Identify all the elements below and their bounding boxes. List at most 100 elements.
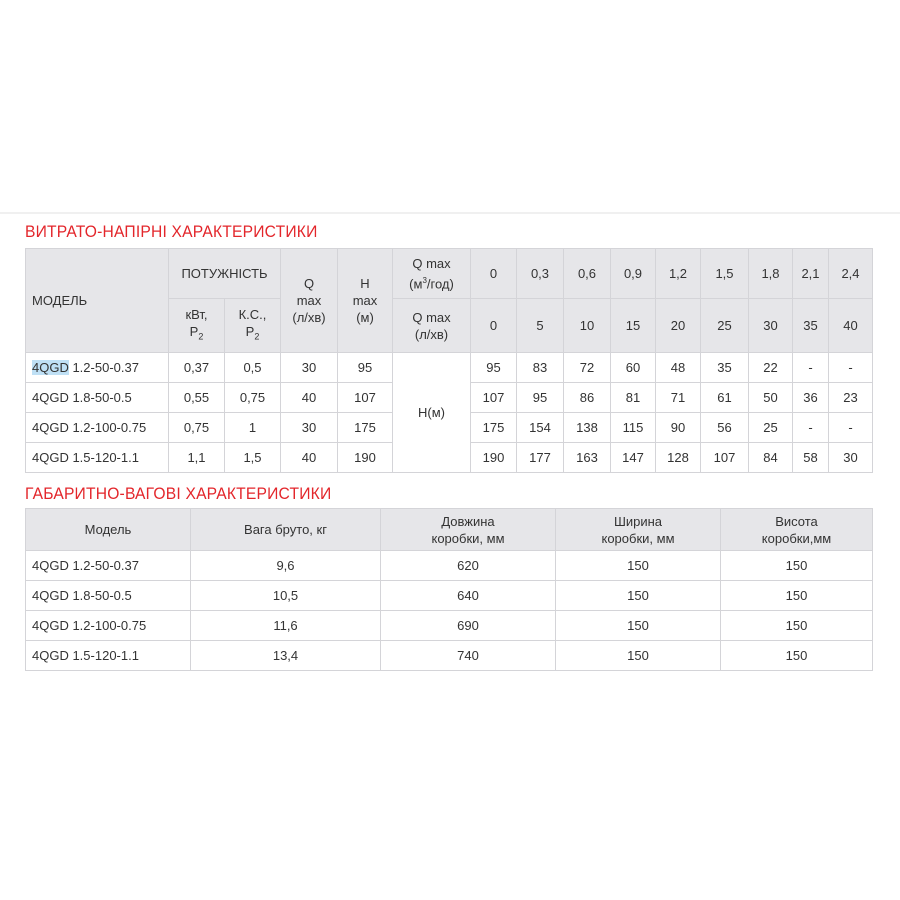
- divider: [0, 212, 900, 214]
- head-value: 83: [516, 352, 564, 383]
- table-row: 4QGD 1.2-100-0.75 11,6 690 150 150: [25, 610, 873, 641]
- head-value: 107: [700, 442, 749, 473]
- header-width: Ширина коробки, мм: [555, 508, 721, 551]
- table-row: 4QGD 1.2-50-0.37 0,37 0,5 30 95 H(м) 95 83 72 60 4…: [25, 352, 873, 473]
- model-rest: 1.8-50-0.5: [68, 390, 132, 405]
- q-l-value: 25: [700, 298, 749, 353]
- header-q-m3: Q max (м3/год): [392, 248, 471, 299]
- head-value: 30: [828, 442, 873, 473]
- model-cell: 4QGD 1.2-100-0.75: [25, 610, 191, 641]
- q-m3-value: 0,6: [563, 248, 611, 299]
- q-l-value: 5: [516, 298, 564, 353]
- kw-cell: 0,37: [168, 352, 225, 383]
- qmax-cell: 40: [280, 442, 338, 473]
- hp-cell: 0,5: [224, 352, 281, 383]
- table-row: 4QGD 1.5-120-1.1 13,4 740 150 150: [25, 640, 873, 671]
- head-value: 71: [655, 382, 701, 413]
- head-value: 50: [748, 382, 793, 413]
- model-cell: 4QGD 1.8-50-0.5: [25, 580, 191, 611]
- q-l-value: 30: [748, 298, 793, 353]
- q-m3-value: 1,8: [748, 248, 793, 299]
- head-value: 35: [700, 352, 749, 383]
- kw-cell: 1,1: [168, 442, 225, 473]
- head-value: 56: [700, 412, 749, 443]
- head-value: 163: [563, 442, 611, 473]
- q-l-value: 40: [828, 298, 873, 353]
- h-label: H(м): [392, 352, 471, 473]
- model-cell: 4QGD 1.2-50-0.37: [25, 550, 191, 581]
- model-rest: 1.5-120-1.1: [68, 450, 139, 465]
- hp-cell: 1: [224, 412, 281, 443]
- q-m3-value: 1,5: [700, 248, 749, 299]
- height-cell: 150: [720, 550, 873, 581]
- qmax-cell: 30: [280, 352, 338, 383]
- head-value: 95: [470, 352, 517, 383]
- head-value: 23: [828, 382, 873, 413]
- head-value: 147: [610, 442, 656, 473]
- hp-cell: 1,5: [224, 442, 281, 473]
- q-l-value: 20: [655, 298, 701, 353]
- head-value: -: [792, 412, 829, 443]
- head-value: 115: [610, 412, 656, 443]
- header-hp: К.С., P2: [224, 298, 281, 353]
- header-q-l: Q max (л/хв): [392, 298, 471, 353]
- length-cell: 740: [380, 640, 556, 671]
- height-cell: 150: [720, 580, 873, 611]
- table-row: 4QGD 1.8-50-0.5 10,5 640 150 150: [25, 580, 873, 611]
- model-cell: 4QGD 1.2-50-0.37: [25, 352, 169, 383]
- head-value: 138: [563, 412, 611, 443]
- head-value: 90: [655, 412, 701, 443]
- width-cell: 150: [555, 580, 721, 611]
- weight-cell: 13,4: [190, 640, 381, 671]
- head-value: 61: [700, 382, 749, 413]
- hmax-cell: 95: [337, 352, 393, 383]
- head-value: 84: [748, 442, 793, 473]
- length-cell: 690: [380, 610, 556, 641]
- head-value: 48: [655, 352, 701, 383]
- header-kw: кВт, P2: [168, 298, 225, 353]
- header-model: Модель: [25, 508, 191, 551]
- model-cell: 4QGD 1.8-50-0.5: [25, 382, 169, 413]
- kw-cell: 0,55: [168, 382, 225, 413]
- model-rest: 1.2-50-0.37: [68, 360, 139, 375]
- header-weight: Вага бруто, кг: [190, 508, 381, 551]
- head-value: 25: [748, 412, 793, 443]
- head-value: 128: [655, 442, 701, 473]
- head-value: 107: [470, 382, 517, 413]
- model-cell: 4QGD 1.5-120-1.1: [25, 442, 169, 473]
- width-cell: 150: [555, 550, 721, 581]
- q-l-value: 10: [563, 298, 611, 353]
- model-cell: 4QGD 1.2-100-0.75: [25, 412, 169, 443]
- table-row: 4QGD 1.5-120-1.1 1,1 1,5 40 190 190 177 163 147 1…: [25, 442, 873, 473]
- header-height: Висота коробки,мм: [720, 508, 873, 551]
- length-cell: 640: [380, 580, 556, 611]
- head-value: 58: [792, 442, 829, 473]
- width-cell: 150: [555, 640, 721, 671]
- head-value: -: [828, 412, 873, 443]
- head-value: 95: [516, 382, 564, 413]
- head-value: -: [828, 352, 873, 383]
- section-title-dimensions: ГАБАРИТНО-ВАГОВІ ХАРАКТЕРИСТИКИ: [25, 484, 332, 503]
- hmax-cell: 175: [337, 412, 393, 443]
- height-cell: 150: [720, 610, 873, 641]
- dimensions-table: Модель Вага бруто, кг Довжина коробки, мм…: [25, 508, 873, 671]
- width-cell: 150: [555, 610, 721, 641]
- qmax-cell: 40: [280, 382, 338, 413]
- model-prefix: 4QGD: [32, 450, 69, 465]
- head-value: 175: [470, 412, 517, 443]
- header-power: ПОТУЖНІСТЬ: [168, 248, 281, 299]
- q-m3-value: 2,1: [792, 248, 829, 299]
- weight-cell: 10,5: [190, 580, 381, 611]
- head-value: 72: [563, 352, 611, 383]
- section-title-flow-head: ВИТРАТО-НАПІРНІ ХАРАКТЕРИСТИКИ: [25, 222, 318, 241]
- q-m3-value: 2,4: [828, 248, 873, 299]
- head-value: -: [792, 352, 829, 383]
- q-m3-value: 0,3: [516, 248, 564, 299]
- weight-cell: 9,6: [190, 550, 381, 581]
- head-value: 81: [610, 382, 656, 413]
- hp-cell: 0,75: [224, 382, 281, 413]
- table-row: 4QGD 1.2-100-0.75 0,75 1 30 175 175 154 138 115 9…: [25, 412, 873, 443]
